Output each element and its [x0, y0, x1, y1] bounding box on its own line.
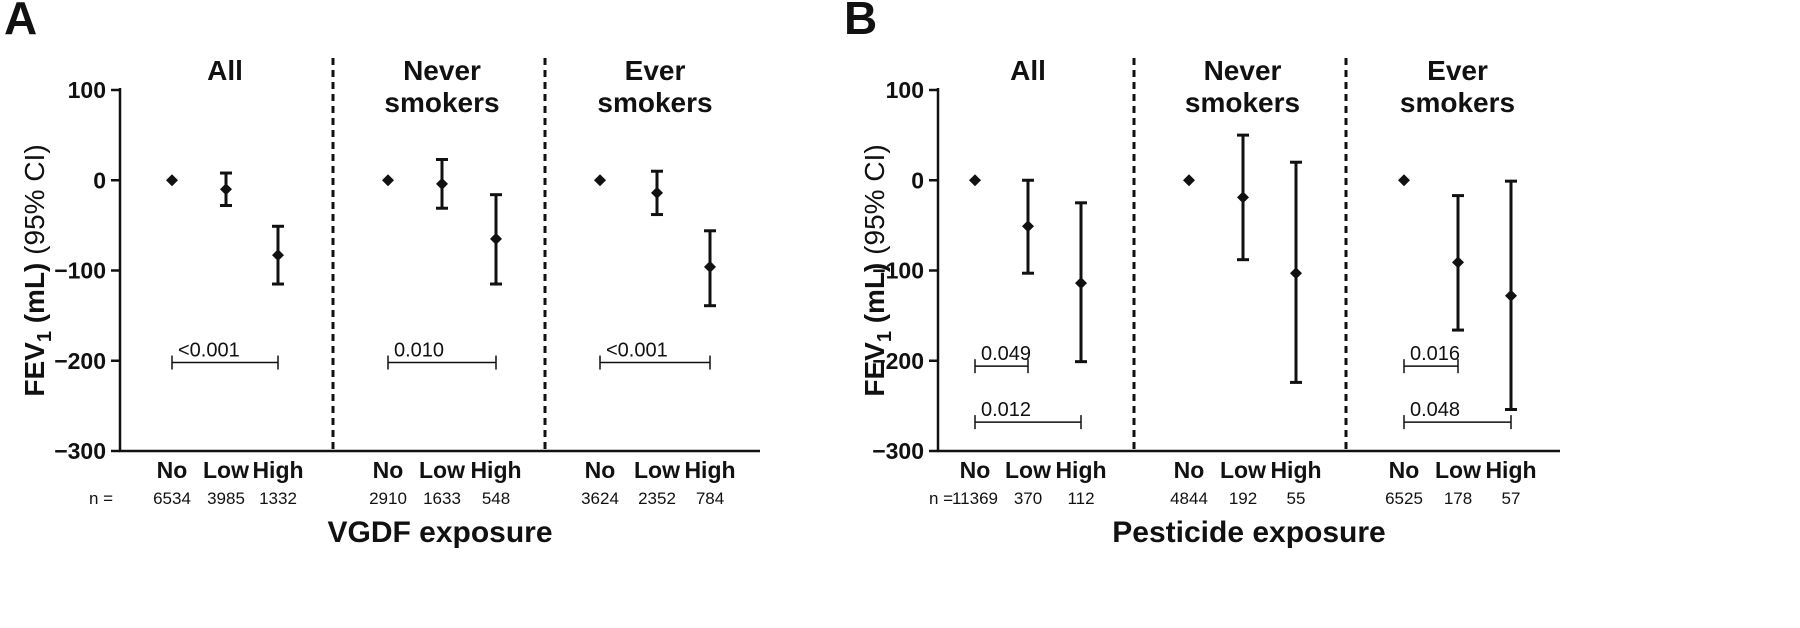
panel-a-n-value: 3624: [581, 489, 619, 508]
panel-b-n-value: 112: [1067, 489, 1094, 508]
panel-a-category-label: Low: [203, 457, 249, 483]
panel-b-y-tick-label: 0: [911, 167, 924, 193]
panel-b-category-label: Low: [1005, 457, 1051, 483]
panel-a-n-value: 6534: [153, 489, 191, 508]
panel-b-subgroup-title: Ever: [1427, 55, 1488, 86]
panel-a-y-axis-label-ci: (95% CI): [19, 144, 50, 262]
panel-a-y-tick-label: 0: [93, 167, 106, 193]
panel-a-y-tick-label: −100: [54, 258, 106, 284]
panel-b-y-axis-label-main: FEV: [859, 342, 890, 397]
panel-b-estimate-point: [969, 174, 981, 187]
panel-a-category-label: Low: [634, 457, 680, 483]
panel-b-estimate-point: [1398, 174, 1410, 187]
panel-a-n-value: 784: [696, 489, 724, 508]
panel-a-estimate-point: [272, 249, 284, 262]
panel-b-category-label: Low: [1220, 457, 1266, 483]
panel-b-category-label: No: [1389, 457, 1420, 483]
panel-a-estimate-point: [220, 183, 232, 196]
panel-a-subgroup-title: smokers: [384, 87, 499, 118]
panel-a-n-value: 2352: [638, 489, 676, 508]
panel-b-y-tick-label: −200: [872, 348, 924, 374]
panel-b-category-label: Low: [1435, 457, 1481, 483]
panel-b-n-value: 178: [1444, 489, 1472, 508]
panel-a-estimate-point: [594, 174, 606, 187]
panel-b-y-tick-label: −300: [872, 438, 924, 464]
panel-a-category-label: Low: [419, 457, 465, 483]
panel-a-estimate-point: [651, 186, 663, 199]
panel-b-panel-letter: B: [844, 0, 877, 44]
panel-a-subgroup-title: All: [207, 55, 243, 86]
panel-b-pvalue-label: 0.048: [1410, 399, 1460, 421]
panel-a-category-label: High: [684, 457, 735, 483]
panel-a-category-label: No: [373, 457, 404, 483]
panel-b-category-label: High: [1270, 457, 1321, 483]
panel-a-subgroup-title: smokers: [597, 87, 712, 118]
panel-a-n-value: 1332: [259, 489, 297, 508]
panel-b-category-label: High: [1485, 457, 1536, 483]
panel-a-x-axis-label: VGDF exposure: [327, 516, 552, 549]
panel-a-y-axis-label: FEV1 (mL) (95% CI): [19, 144, 56, 396]
panel-b-estimate-point: [1183, 174, 1195, 187]
panel-b-y-tick-label: 100: [886, 77, 924, 103]
panel-a-n-value: 3985: [207, 489, 245, 508]
panel-a-n-value: 2910: [369, 489, 407, 508]
panel-a-category-label: No: [585, 457, 616, 483]
panel-a-pvalue-label: 0.010: [394, 340, 444, 362]
panel-b-subgroup-title: smokers: [1400, 87, 1515, 118]
panel-b-pvalue-label: 0.049: [981, 343, 1031, 365]
panel-b-n-value: 57: [1502, 489, 1521, 508]
panel-a-estimate-point: [704, 260, 716, 273]
panel-a-y-tick-label: −300: [54, 438, 106, 464]
panel-b-n-value: 4844: [1170, 489, 1208, 508]
panel-a-category-label: No: [157, 457, 188, 483]
panel-a-y-axis-label-subscript: 1: [34, 331, 56, 342]
panel-b-subgroup-title: Never: [1204, 55, 1282, 86]
panel-a-subgroup-title: Ever: [625, 55, 686, 86]
panel-b-estimate-point: [1290, 267, 1302, 280]
panel-a-subgroup-title: Never: [403, 55, 481, 86]
panel-b-n-value: 370: [1014, 489, 1042, 508]
panel-b-y-axis-label-ci: (95% CI): [859, 144, 890, 262]
panel-b-estimate-point: [1075, 277, 1087, 290]
panel-b-n-value: 192: [1229, 489, 1257, 508]
panel-a-estimate-point: [166, 174, 178, 187]
panel-a-pvalue-label: <0.001: [606, 340, 668, 362]
panel-b-category-label: No: [960, 457, 991, 483]
panel-a-y-axis-label-main: FEV: [19, 342, 50, 397]
panel-a-panel-letter: A: [4, 0, 37, 44]
panel-a-category-label: High: [252, 457, 303, 483]
panel-b-estimate-point: [1452, 256, 1464, 269]
panel-a-estimate-point: [382, 174, 394, 187]
panel-a-estimate-point: [436, 177, 448, 190]
panel-b-estimate-point: [1237, 191, 1249, 204]
panel-b-n-value: 11369: [952, 489, 998, 508]
panel-b-n-value: 6525: [1385, 489, 1423, 508]
panel-b-subgroup-title: All: [1010, 55, 1046, 86]
panel-a-y-axis-label-unit: (mL): [19, 263, 50, 331]
panel-b-estimate-point: [1022, 220, 1034, 233]
panel-a-n-label: n =: [89, 489, 113, 508]
panel-a-y-tick-label: −200: [54, 348, 106, 374]
panel-b-pvalue-label: 0.012: [981, 399, 1031, 421]
panel-b-y-axis-label-subscript: 1: [874, 331, 896, 342]
panel-b-n-label: n =: [929, 489, 953, 508]
panel-b-category-label: High: [1055, 457, 1106, 483]
panel-b-y-axis-label-unit: (mL): [859, 263, 890, 331]
panel-b-category-label: No: [1174, 457, 1205, 483]
panel-a-y-tick-label: 100: [68, 77, 106, 103]
panel-a-n-value: 1633: [423, 489, 461, 508]
panel-a-estimate-point: [490, 232, 502, 245]
panel-b-pvalue-label: 0.016: [1410, 343, 1460, 365]
panel-a-n-value: 548: [482, 489, 510, 508]
panel-b-estimate-point: [1505, 289, 1517, 302]
panel-b-subgroup-title: smokers: [1185, 87, 1300, 118]
panel-a-pvalue-label: <0.001: [178, 340, 240, 362]
panel-b-y-tick-label: −100: [872, 258, 924, 284]
panel-b-x-axis-label: Pesticide exposure: [1112, 516, 1385, 549]
panel-b-n-value: 55: [1287, 489, 1306, 508]
panel-b-y-axis-label: FEV1 (mL) (95% CI): [859, 144, 896, 396]
panel-a-category-label: High: [470, 457, 521, 483]
